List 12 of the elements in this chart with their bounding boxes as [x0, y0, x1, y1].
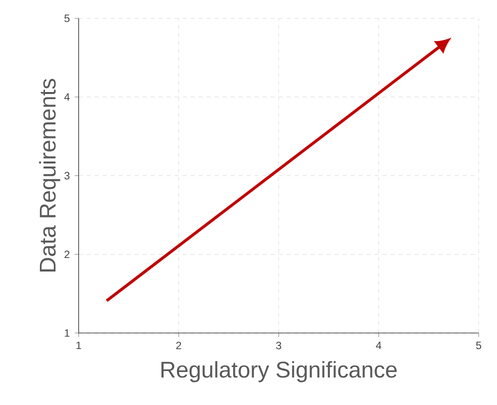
x-tick-label: 3 — [276, 342, 282, 350]
x-tick-label: 5 — [476, 342, 482, 350]
x-tick-label: 1 — [76, 342, 82, 350]
x-tick-label: 4 — [376, 342, 382, 350]
y-tick-label: 4 — [64, 93, 70, 101]
y-tick-label: 5 — [64, 14, 70, 22]
x-axis-title: Regulatory Significance — [161, 361, 397, 382]
y-axis-title: Data Requirements — [39, 78, 60, 272]
y-tick-label: 1 — [64, 329, 70, 337]
x-tick-label: 2 — [176, 342, 182, 350]
y-tick-label: 2 — [64, 250, 70, 258]
y-tick-label: 3 — [64, 172, 70, 180]
